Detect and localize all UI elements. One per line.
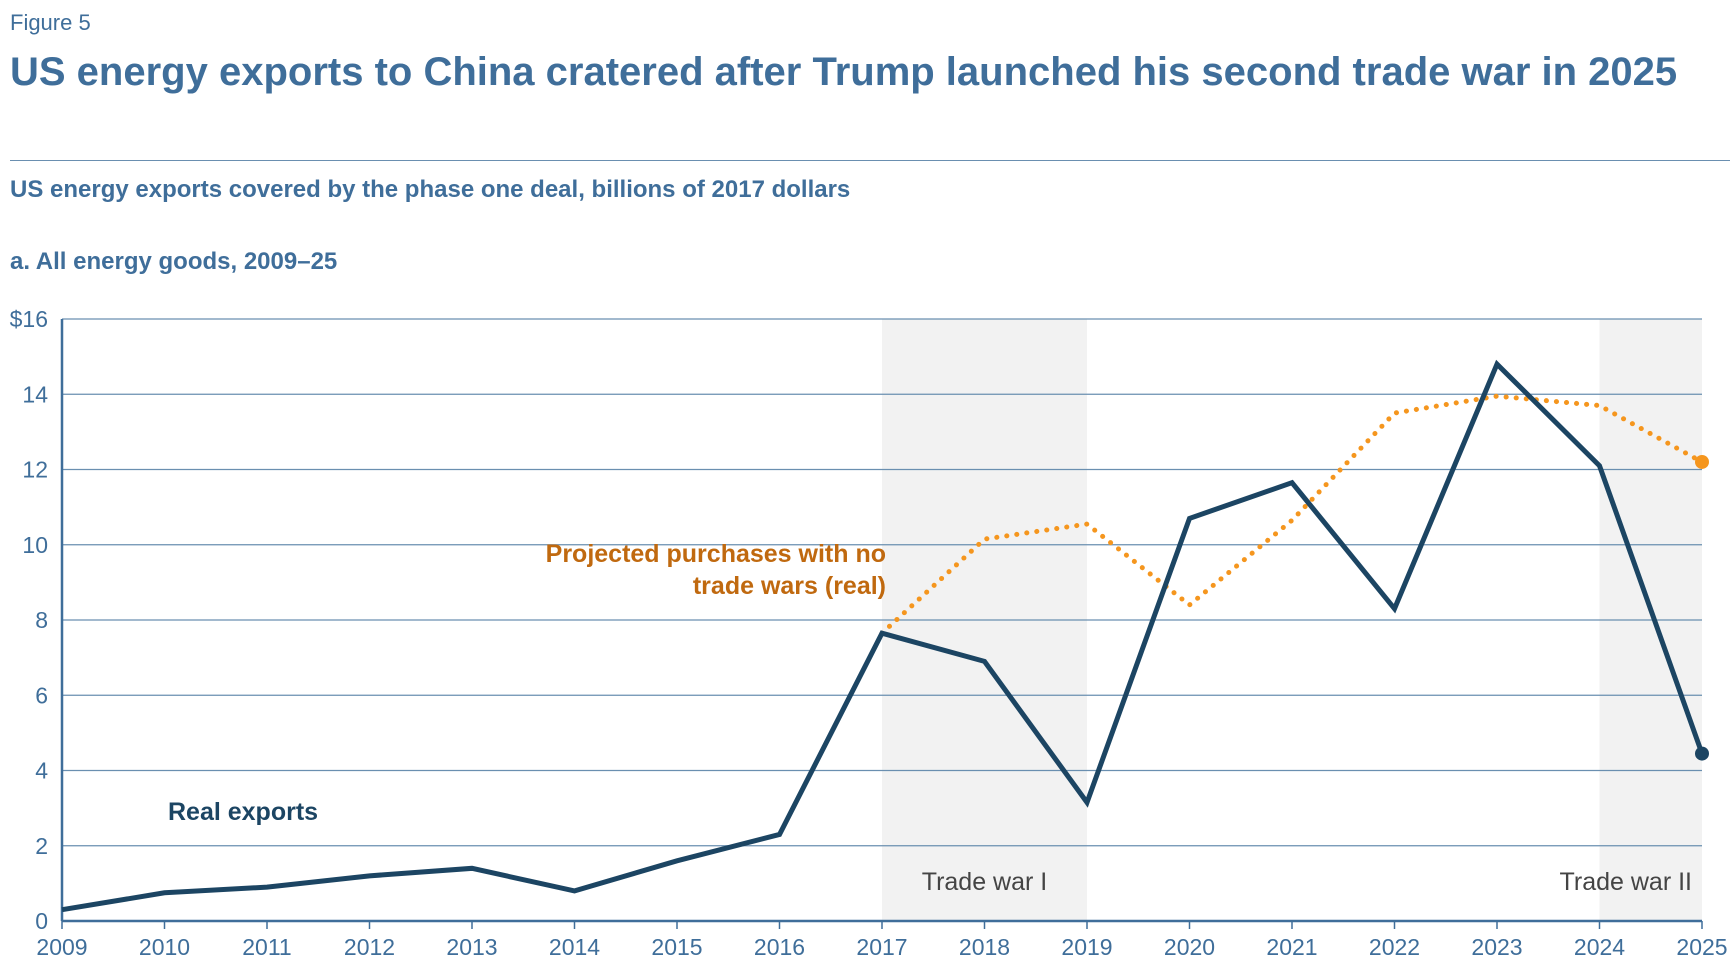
chart-title: US energy exports to China cratered afte… <box>10 50 1678 94</box>
projected-purchases-label-line2: trade wars (real) <box>693 572 886 600</box>
x-tick-label: 2015 <box>651 934 702 960</box>
x-tick-label: 2020 <box>1164 934 1215 960</box>
x-tick-label: 2019 <box>1061 934 1112 960</box>
gridlines <box>62 318 1702 847</box>
x-tick-label: 2010 <box>139 934 190 960</box>
projected-purchases-line <box>879 393 1705 636</box>
series <box>61 359 1709 913</box>
projected-purchases-label-line1: Projected purchases with no <box>546 540 886 568</box>
x-tick-label: 2025 <box>1676 934 1727 960</box>
x-tick-label: 2017 <box>856 934 907 960</box>
y-tick-label: 14 <box>22 381 48 407</box>
panel-title: a. All energy goods, 2009–25 <box>10 248 338 275</box>
real-exports-label: Real exports <box>168 798 318 826</box>
chart-subtitle: US energy exports covered by the phase o… <box>10 176 851 203</box>
y-tick-label: 6 <box>35 682 48 708</box>
x-tick-label: 2018 <box>959 934 1010 960</box>
figure-label: Figure 5 <box>10 10 91 35</box>
x-tick-label: 2013 <box>446 934 497 960</box>
y-tick-label: 8 <box>35 607 48 633</box>
y-tick-label: 10 <box>22 532 48 558</box>
x-tick-label: 2021 <box>1266 934 1317 960</box>
x-tick-label: 2011 <box>242 934 291 960</box>
axes: 0 2 4 6 8 10 12 14 $16 2009 2010 2011 2012 2013 2014 20… <box>10 306 1728 960</box>
x-tick-label: 2022 <box>1369 934 1420 960</box>
trade-war-i-label: Trade war I <box>922 868 1048 896</box>
real-exports-line <box>61 359 1705 913</box>
x-tick-label: 2024 <box>1574 934 1625 960</box>
x-tick-label: 2023 <box>1471 934 1522 960</box>
y-tick-label: $16 <box>10 306 48 332</box>
x-tick-label: 2014 <box>549 934 600 960</box>
y-tick-label: 0 <box>35 908 48 934</box>
labels: Trade war I Trade war II Real exports Proje… <box>168 540 1692 896</box>
title-divider <box>10 160 1730 161</box>
trade-war-ii-label: Trade war II <box>1560 868 1692 896</box>
y-tick-label: 12 <box>22 457 48 483</box>
x-tick-label: 2016 <box>754 934 805 960</box>
y-tick-label: 2 <box>35 833 48 859</box>
x-tick-label: 2012 <box>344 934 395 960</box>
y-tick-label: 4 <box>35 758 48 784</box>
real-exports-end-marker <box>1695 746 1709 761</box>
x-tick-label: 2009 <box>36 934 87 960</box>
projected-end-marker <box>1695 454 1709 469</box>
